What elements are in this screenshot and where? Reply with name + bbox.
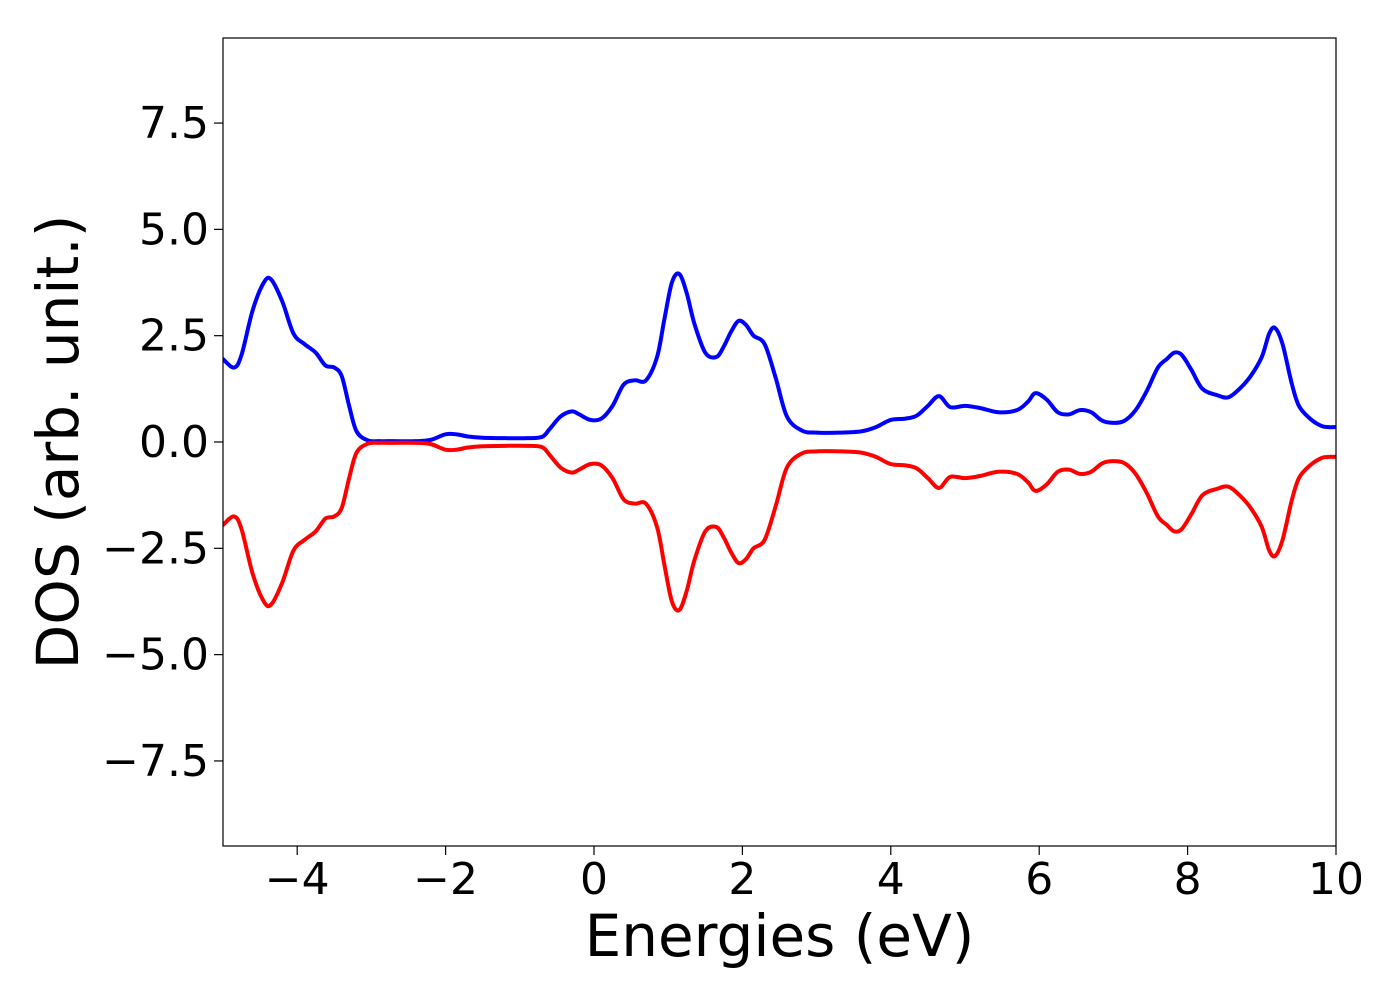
x-axis-label: Energies (eV) [585, 902, 975, 970]
x-tick-label: −2 [413, 854, 478, 905]
x-tick-label: 4 [877, 854, 905, 905]
x-tick-label: 2 [728, 854, 756, 905]
series-layer [223, 271, 1336, 613]
x-axis-ticks: −4 −2 0 2 4 6 8 10 [265, 846, 1364, 905]
series-line-2 [223, 440, 1336, 613]
y-axis-ticks: −7.5 −5.0 −2.5 0.0 2.5 5.0 7.5 [102, 98, 223, 787]
x-tick-label: 0 [580, 854, 608, 905]
y-axis-label: DOS (arb. unit.) [24, 215, 92, 670]
y-tick-label: 7.5 [139, 98, 209, 149]
x-tick-label: 6 [1025, 854, 1053, 905]
x-tick-label: −4 [265, 854, 330, 905]
x-tick-label: 10 [1308, 854, 1364, 905]
y-tick-label: 0.0 [139, 417, 209, 468]
x-tick-label: 8 [1174, 854, 1202, 905]
y-tick-label: −5.0 [102, 630, 209, 681]
y-tick-label: −2.5 [102, 523, 209, 574]
y-tick-label: −7.5 [102, 736, 209, 787]
y-tick-label: 5.0 [139, 204, 209, 255]
y-tick-label: 2.5 [139, 311, 209, 362]
series-line-1 [223, 271, 1336, 444]
